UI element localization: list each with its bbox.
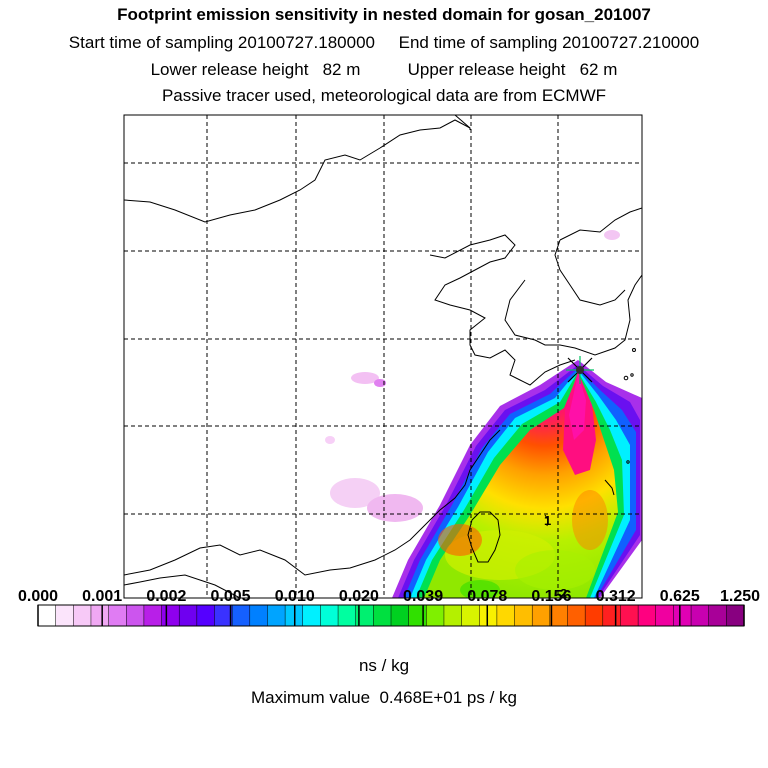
colorbar-cell (531, 604, 551, 627)
colorbar-tick-label: 0.625 (659, 588, 700, 605)
colorbar-tick-label: 0.156 (531, 588, 572, 605)
colorbar-tick-label: 0.039 (403, 588, 444, 605)
colorbar-cell (126, 604, 145, 627)
colorbar-cell (73, 604, 92, 627)
footprint-field (325, 230, 642, 598)
colorbar (37, 604, 745, 627)
colorbar-cell (108, 604, 127, 627)
colorbar-cell (196, 604, 216, 627)
colorbar-cell (373, 604, 392, 627)
colorbar-cell (673, 604, 692, 627)
tracer-info-line: Passive tracer used, meteorological data… (161, 86, 607, 105)
colorbar-cell (302, 604, 321, 627)
maximum-value-label: Maximum value 0.468E+01 ps / kg (251, 688, 517, 707)
colorbar-frame (37, 604, 745, 627)
release-height-line: Lower release height 82 m Upper release … (150, 60, 618, 79)
colorbar-tick-label: 0.020 (338, 588, 379, 605)
colorbar-cell (143, 604, 163, 627)
colorbar-tick-label: 0.005 (210, 588, 251, 605)
map-frame (123, 114, 643, 599)
colorbar-cell (249, 604, 269, 627)
colorbar-cell (231, 604, 251, 627)
colorbar-cell (514, 604, 533, 627)
colorbar-cell (337, 604, 357, 627)
colorbar-cell (584, 604, 604, 627)
colorbar-cell (602, 604, 621, 627)
colorbar-cell (161, 604, 180, 627)
colorbar-cell (390, 604, 410, 627)
colorbar-tick-label: 1.250 (719, 588, 761, 605)
colorbar-cell (214, 604, 233, 627)
colorbar-tick-label: 0.010 (274, 588, 315, 605)
colorbar-tick-label: 0.078 (467, 588, 508, 605)
colorbar-tick-label: 0.001 (82, 588, 123, 605)
colorbar-cell (690, 604, 710, 627)
sampling-time-line: Start time of sampling 20100727.180000 E… (68, 33, 700, 52)
colorbar-cell (567, 604, 586, 627)
colorbar-cell (620, 604, 639, 627)
colorbar-cell (496, 604, 516, 627)
receptor-marker (566, 356, 594, 384)
colorbar-tick-label: 0.002 (146, 588, 187, 605)
colorbar-cell (37, 604, 57, 627)
colorbar-cell (637, 604, 657, 627)
colorbar-cell (426, 604, 445, 627)
colorbar-cell (461, 604, 480, 627)
colorbar-unit-label: ns / kg (358, 656, 410, 675)
colorbar-cell (178, 604, 198, 627)
colorbar-cell (443, 604, 463, 627)
colorbar-cell (90, 604, 110, 627)
colorbar-cell (726, 604, 745, 627)
colorbar-cell (549, 604, 569, 627)
lat-lon-grid (124, 115, 642, 598)
coastlines (124, 115, 642, 598)
colorbar-cell (708, 604, 727, 627)
colorbar-cell (55, 604, 74, 627)
colorbar-cell (479, 604, 498, 627)
colorbar-cell (655, 604, 674, 627)
contour-label-1: 1 (544, 513, 551, 528)
contour-label-2: 2 (560, 586, 567, 601)
chart-title: Footprint emission sensitivity in nested… (117, 5, 651, 24)
colorbar-cell (320, 604, 339, 627)
colorbar-cell (267, 604, 286, 627)
colorbar-cell (408, 604, 427, 627)
colorbar-tick-label: 0.000 (17, 588, 59, 605)
colorbar-tick-label: 0.312 (595, 588, 636, 605)
